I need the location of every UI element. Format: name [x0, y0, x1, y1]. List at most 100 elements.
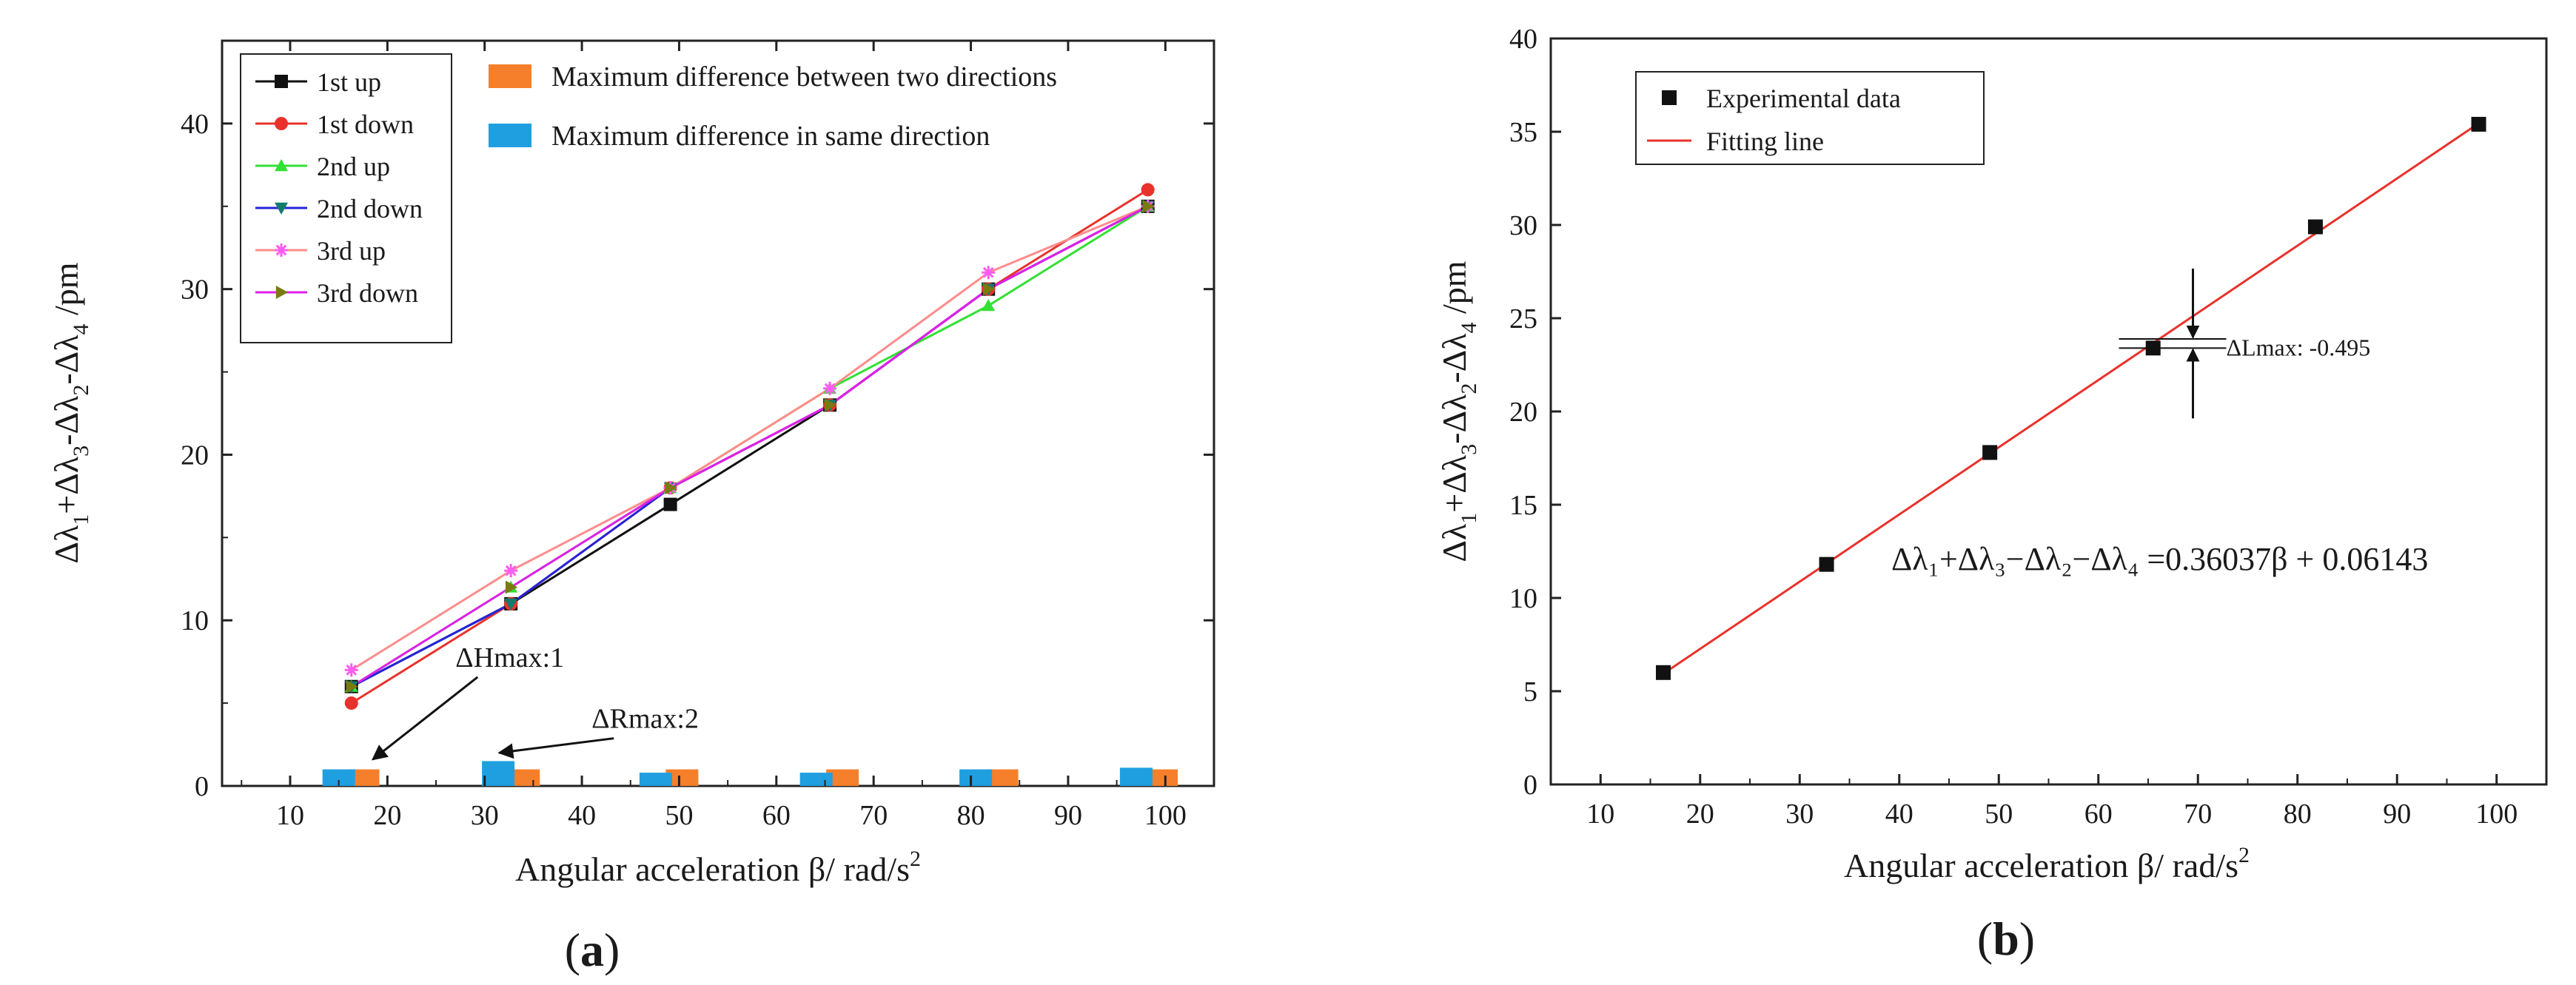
panel-b-x-tick-label: 60: [2084, 799, 2113, 830]
panel-a-data-point: [505, 580, 518, 594]
y-axis-title-part: 1: [1457, 513, 1481, 524]
y-axis-title-part: -Δλ: [47, 395, 85, 446]
panel-a-x-tick-label: 20: [373, 800, 401, 831]
y-axis-title-part: +Δλ: [1435, 454, 1473, 513]
panel-b-y-tick-label: 15: [1509, 490, 1537, 521]
y-axis-title-part: 3: [1457, 444, 1481, 455]
panel-a-legend-label: 3rd up: [317, 236, 386, 266]
panel-b-x-axis-title-text: Angular acceleration β/ rad/s: [1844, 847, 2238, 884]
y-axis-title-part: -Δλ: [47, 335, 85, 385]
panel-a-data-point: [1141, 183, 1155, 197]
panel-a-bar: [959, 769, 993, 786]
panel-b-y-tick-label: 40: [1509, 24, 1537, 55]
panel-a-letter: a: [580, 924, 604, 976]
panel-b-x-tick-label: 90: [2383, 799, 2411, 830]
panel-b-data-point: [2307, 219, 2323, 235]
panel-a-label: (a): [565, 924, 620, 976]
panel-a-data-point: [982, 299, 996, 312]
panel-b-x-tick-label: 80: [2284, 799, 2312, 830]
y-axis-title-part: 3: [69, 446, 93, 457]
panel-a-legend-marker: [275, 75, 288, 88]
y-axis-title-part: +Δλ: [47, 456, 85, 514]
panel-a-legend-label: 2nd up: [317, 152, 390, 181]
panel-b-x-tick-label: 50: [1985, 799, 2013, 830]
panel-a-x-tick-label: 90: [1054, 800, 1082, 831]
panel-b-legend-box: [1635, 71, 1985, 165]
panel-a-x-tick-label: 30: [471, 800, 499, 831]
panel-a-y-tick-label: 0: [195, 771, 209, 802]
panel-a-annotation-arrow: [497, 737, 614, 759]
panel-a-bar: [639, 773, 672, 786]
panel-a-plot-frame: [221, 39, 1215, 787]
panel-b-x-axis-title-sup: 2: [2238, 843, 2250, 867]
panel-a-y-tick-label: 30: [181, 275, 209, 306]
panel-a-legend-marker: [275, 243, 288, 257]
panel-b-legend-label: Fitting line: [1706, 127, 1824, 156]
panel-b-label: (b): [1977, 912, 2035, 965]
panel-b-legend-marker: [1662, 90, 1677, 105]
panel-a-x-axis-title-sup: 2: [910, 847, 921, 871]
panel-a-data-point: [983, 282, 996, 296]
y-axis-title-part: 4: [69, 323, 93, 335]
panel-a-y-tick-label: 40: [181, 109, 209, 140]
panel-a-x-tick-label: 40: [568, 800, 596, 831]
y-axis-title-part: Δλ: [47, 525, 85, 564]
panel-a-data-point: [344, 663, 358, 677]
panel-b-x-tick-label: 10: [1586, 799, 1614, 830]
panel-a-data-point: [346, 679, 358, 693]
panel-a-y-axis-title: Δλ1+Δλ3-Δλ2-Δλ4 /pm: [47, 262, 93, 563]
panel-b-y-tick-label: 35: [1509, 117, 1537, 148]
y-axis-title-part: /pm: [1435, 260, 1473, 322]
panel-a: ΔHmax:1 ΔRmax:2 10 20 30 40 50 60 70 80 90 100 0 10 2…: [47, 39, 1215, 976]
panel-a-legend-marker: [275, 202, 288, 215]
panel-a-legend-label: 1st down: [317, 110, 414, 139]
panel-b-data-point: [1819, 557, 1834, 572]
panel-a-legend-marker: [275, 286, 288, 299]
panel-a-bar: [1145, 769, 1178, 786]
panel-b: ΔLmax: -0.495 10 20 30 40 50 60 70 80 90 100 0 5 10 1…: [1435, 24, 2548, 965]
panel-a-x-axis-title: Angular acceleration β/ rad/s2: [515, 847, 921, 888]
panel-a-series-line: [350, 205, 1149, 688]
y-axis-title-part: 1: [69, 514, 93, 525]
y-axis-title-part: -Δλ: [1435, 394, 1473, 444]
panel-b-x-tick-label: 40: [1885, 799, 1913, 830]
panel-b-legend-label: Experimental data: [1706, 84, 1901, 113]
y-axis-title-part: /pm: [47, 262, 85, 323]
panel-a-series-line: [350, 205, 1149, 671]
panel-b-y-tick-label: 0: [1523, 770, 1537, 801]
panel-a-bar: [799, 773, 833, 786]
panel-a-x-tick-label: 80: [957, 800, 985, 831]
panel-b-deviation-label: ΔLmax: -0.495: [2227, 334, 2371, 360]
panel-b-y-tick-label: 5: [1523, 676, 1537, 707]
panel-a-y-tick-label: 20: [181, 440, 209, 471]
panel-a-bar: [1119, 767, 1153, 786]
panel-b-x-tick-label: 70: [2184, 799, 2212, 830]
panel-a-bar: [985, 769, 1019, 786]
panel-a-annotation-arrow: [371, 676, 479, 761]
panel-a-data-point: [665, 481, 677, 495]
panel-a-data-point: [344, 696, 358, 710]
panel-a-data-point: [663, 497, 677, 511]
panel-a-legend-label: 1st up: [317, 67, 381, 97]
panel-a-bar: [507, 769, 540, 786]
y-axis-title-part: -Δλ: [1435, 333, 1473, 383]
panel-a-x-tick-label: 100: [1144, 800, 1187, 831]
panel-a-legend-label: Maximum difference in same direction: [551, 121, 990, 152]
panel-b-y-tick-label: 10: [1509, 583, 1537, 614]
panel-b-y-tick-label: 30: [1509, 210, 1537, 241]
panel-b-x-tick-label: 30: [1785, 799, 1814, 830]
panel-a-legend-box: [240, 53, 452, 343]
panel-a-legend-label: 2nd down: [317, 194, 423, 223]
panel-a-data-point: [823, 381, 837, 395]
panel-b-data-point: [1655, 665, 1671, 680]
panel-a-legend-marker: [275, 159, 288, 172]
panel-a-legend-swatch: [489, 64, 531, 88]
panel-a-x-tick-label: 50: [665, 800, 693, 831]
panel-b-data-point: [1982, 445, 1998, 460]
panel-b-letter: b: [1993, 912, 2019, 965]
panel-b-x-tick-label: 100: [2475, 799, 2518, 830]
y-axis-title-part: 2: [1457, 383, 1481, 394]
panel-a-x-tick-label: 10: [276, 800, 304, 831]
panel-a-bar: [665, 769, 699, 786]
